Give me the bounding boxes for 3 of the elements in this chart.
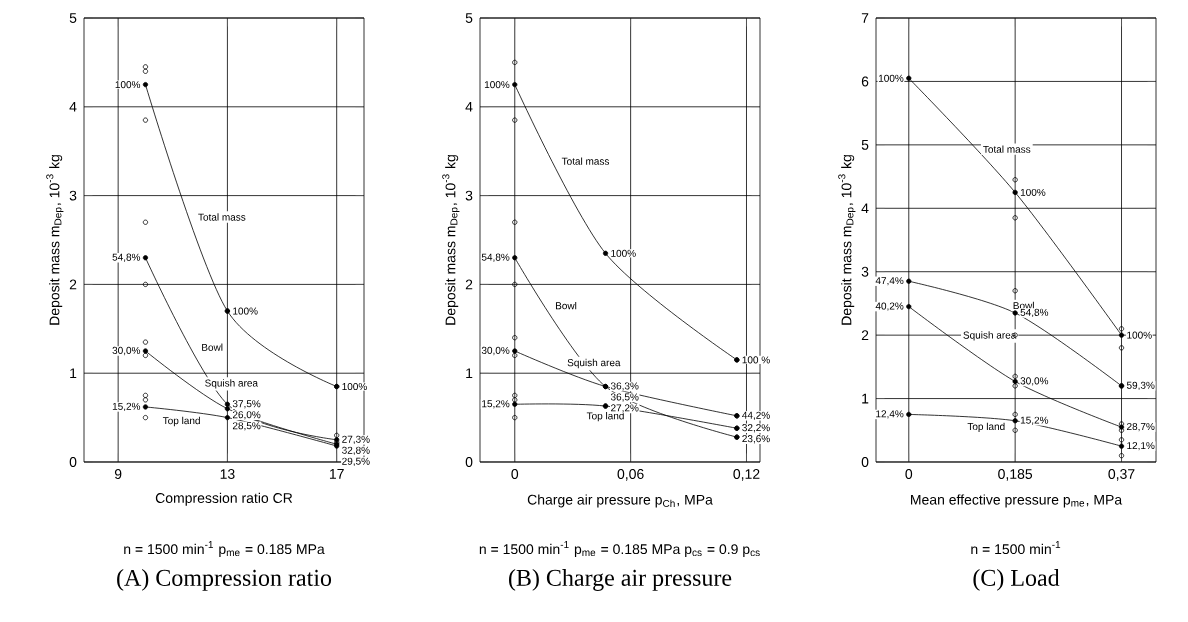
text: (C) Load	[973, 569, 1060, 591]
text: (A) Compression ratio	[117, 569, 332, 591]
text: (B) Charge air pressure	[509, 569, 732, 591]
